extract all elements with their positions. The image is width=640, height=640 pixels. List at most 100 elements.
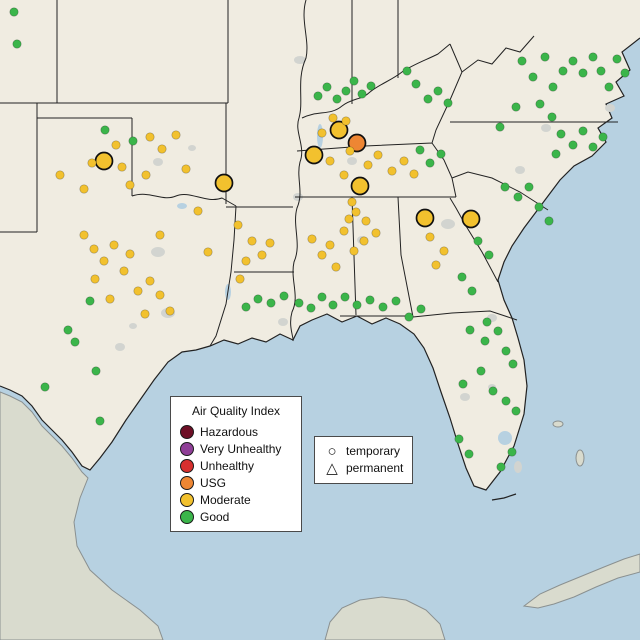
aqi-marker-good[interactable] (91, 366, 101, 376)
aqi-marker-good[interactable] (578, 68, 588, 78)
aqi-marker-good[interactable] (341, 86, 351, 96)
aqi-marker-good[interactable] (95, 416, 105, 426)
aqi-marker-moderate[interactable] (351, 207, 361, 217)
aqi-marker-moderate[interactable] (371, 228, 381, 238)
aqi-marker-good[interactable] (556, 129, 566, 139)
aqi-marker-good[interactable] (493, 326, 503, 336)
aqi-marker-good[interactable] (411, 79, 421, 89)
aqi-marker-good[interactable] (612, 54, 622, 64)
aqi-marker-good[interactable] (404, 312, 414, 322)
aqi-marker-good[interactable] (391, 296, 401, 306)
aqi-marker-good[interactable] (128, 136, 138, 146)
aqi-marker-good[interactable] (416, 304, 426, 314)
aqi-marker-moderate[interactable] (79, 230, 89, 240)
aqi-marker-good[interactable] (317, 292, 327, 302)
aqi-marker-good[interactable] (568, 140, 578, 150)
aqi-marker-moderate[interactable] (140, 309, 150, 319)
aqi-marker-good[interactable] (349, 76, 359, 86)
aqi-marker-good[interactable] (540, 52, 550, 62)
aqi-marker-good[interactable] (454, 434, 464, 444)
aqi-marker-moderate-temporary[interactable] (94, 151, 114, 171)
aqi-marker-good[interactable] (568, 56, 578, 66)
aqi-marker-moderate[interactable] (325, 156, 335, 166)
aqi-marker-good[interactable] (253, 294, 263, 304)
aqi-marker-moderate[interactable] (155, 290, 165, 300)
aqi-marker-good[interactable] (313, 91, 323, 101)
aqi-marker-good[interactable] (322, 82, 332, 92)
aqi-marker-moderate[interactable] (307, 234, 317, 244)
aqi-marker-good[interactable] (598, 132, 608, 142)
aqi-marker-good[interactable] (524, 182, 534, 192)
aqi-marker-moderate[interactable] (171, 130, 181, 140)
aqi-marker-good[interactable] (85, 296, 95, 306)
aqi-marker-good[interactable] (465, 325, 475, 335)
aqi-marker-moderate[interactable] (90, 274, 100, 284)
aqi-marker-good[interactable] (488, 386, 498, 396)
aqi-marker-moderate[interactable] (409, 169, 419, 179)
aqi-marker-moderate[interactable] (359, 236, 369, 246)
aqi-marker-good[interactable] (366, 81, 376, 91)
aqi-marker-good[interactable] (501, 396, 511, 406)
aqi-marker-moderate[interactable] (145, 132, 155, 142)
aqi-marker-good[interactable] (480, 336, 490, 346)
aqi-marker-moderate[interactable] (235, 274, 245, 284)
aqi-marker-moderate[interactable] (133, 286, 143, 296)
aqi-marker-good[interactable] (482, 317, 492, 327)
aqi-marker-moderate[interactable] (157, 144, 167, 154)
aqi-marker-moderate[interactable] (341, 116, 351, 126)
aqi-marker-good[interactable] (535, 99, 545, 109)
aqi-marker-good[interactable] (306, 303, 316, 313)
aqi-marker-good[interactable] (241, 302, 251, 312)
aqi-marker-moderate[interactable] (399, 156, 409, 166)
aqi-marker-usg-temporary[interactable] (347, 133, 367, 153)
aqi-marker-moderate[interactable] (425, 232, 435, 242)
aqi-marker-moderate[interactable] (387, 166, 397, 176)
aqi-marker-good[interactable] (511, 406, 521, 416)
aqi-marker-good[interactable] (500, 182, 510, 192)
aqi-marker-moderate[interactable] (89, 244, 99, 254)
aqi-marker-good[interactable] (464, 449, 474, 459)
aqi-marker-good[interactable] (9, 7, 19, 17)
aqi-marker-moderate[interactable] (99, 256, 109, 266)
aqi-marker-good[interactable] (458, 379, 468, 389)
aqi-marker-moderate[interactable] (349, 246, 359, 256)
aqi-marker-good[interactable] (507, 447, 517, 457)
aqi-marker-good[interactable] (425, 158, 435, 168)
aqi-marker-good[interactable] (402, 66, 412, 76)
aqi-marker-moderate[interactable] (344, 214, 354, 224)
aqi-marker-moderate[interactable] (328, 113, 338, 123)
aqi-marker-good[interactable] (495, 122, 505, 132)
aqi-marker-moderate[interactable] (361, 216, 371, 226)
aqi-marker-good[interactable] (443, 98, 453, 108)
aqi-marker-good[interactable] (457, 272, 467, 282)
aqi-marker-good[interactable] (378, 302, 388, 312)
aqi-marker-moderate[interactable] (165, 306, 175, 316)
aqi-marker-good[interactable] (433, 86, 443, 96)
aqi-marker-moderate-temporary[interactable] (304, 145, 324, 165)
aqi-marker-good[interactable] (588, 52, 598, 62)
aqi-marker-good[interactable] (63, 325, 73, 335)
aqi-marker-moderate[interactable] (119, 266, 129, 276)
aqi-marker-good[interactable] (357, 89, 367, 99)
aqi-marker-good[interactable] (423, 94, 433, 104)
aqi-marker-good[interactable] (534, 202, 544, 212)
aqi-marker-moderate[interactable] (339, 226, 349, 236)
aqi-marker-good[interactable] (596, 66, 606, 76)
aqi-marker-good[interactable] (547, 112, 557, 122)
aqi-marker-good[interactable] (12, 39, 22, 49)
aqi-marker-moderate[interactable] (125, 180, 135, 190)
aqi-marker-moderate[interactable] (203, 247, 213, 257)
aqi-marker-moderate[interactable] (317, 250, 327, 260)
aqi-marker-moderate[interactable] (247, 236, 257, 246)
aqi-marker-moderate[interactable] (79, 184, 89, 194)
aqi-marker-good[interactable] (328, 300, 338, 310)
aqi-marker-good[interactable] (415, 145, 425, 155)
aqi-marker-good[interactable] (70, 337, 80, 347)
aqi-marker-moderate[interactable] (117, 162, 127, 172)
aqi-marker-good[interactable] (548, 82, 558, 92)
aqi-marker-good[interactable] (484, 250, 494, 260)
aqi-marker-moderate[interactable] (241, 256, 251, 266)
aqi-marker-moderate[interactable] (193, 206, 203, 216)
aqi-marker-moderate[interactable] (109, 240, 119, 250)
